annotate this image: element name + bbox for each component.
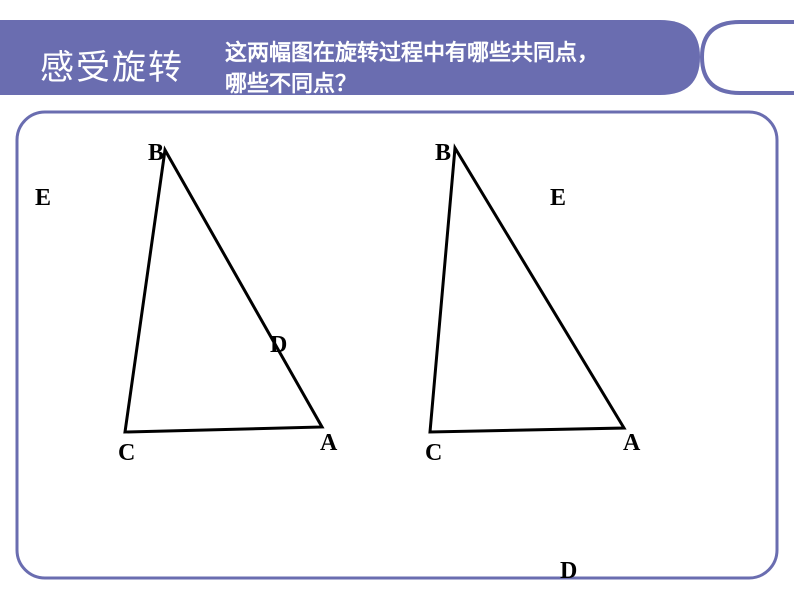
label-right-C: C xyxy=(425,440,442,467)
subtitle-line1: 这两幅图在旋转过程中有哪些共同点， xyxy=(225,40,599,65)
label-right-A: A xyxy=(623,430,640,457)
subtitle-line2: 哪些不同点？ xyxy=(225,71,357,96)
page-subtitle: 这两幅图在旋转过程中有哪些共同点， 哪些不同点？ xyxy=(225,38,599,100)
label-right-B: B xyxy=(435,140,451,167)
page-title: 感受旋转 xyxy=(40,40,184,89)
label-right-E: E xyxy=(550,185,566,212)
label-right-D: D xyxy=(560,558,577,585)
